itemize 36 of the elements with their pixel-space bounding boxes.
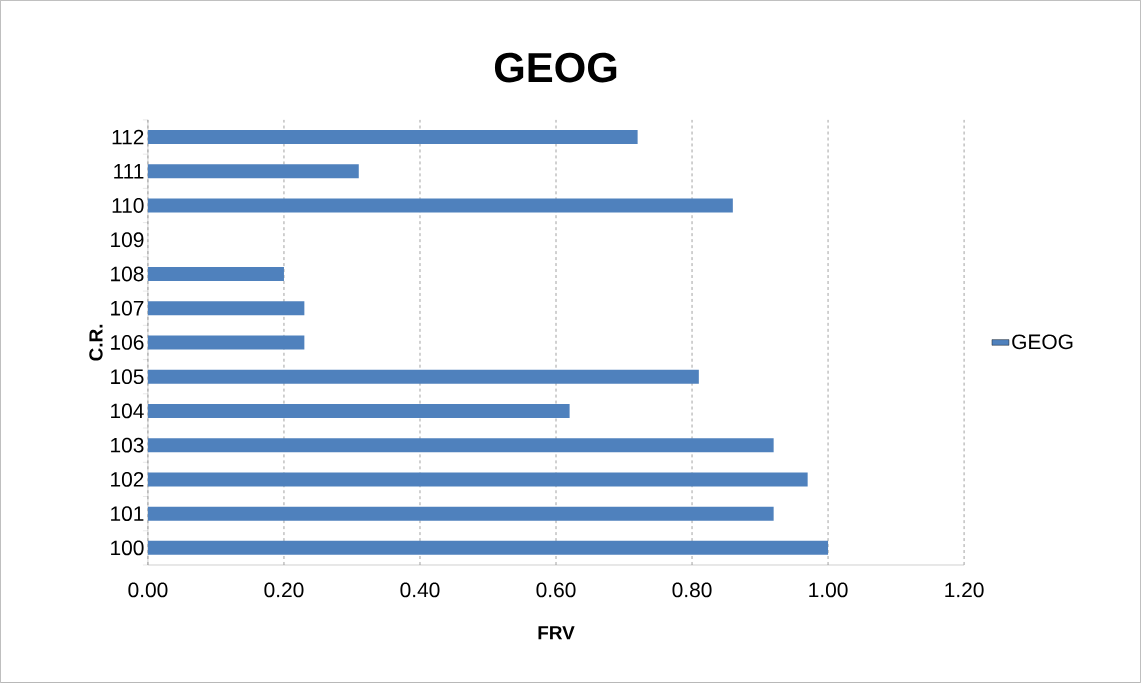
y-tick-label: 103 — [111, 437, 144, 453]
x-tick-label: 0.00 — [128, 582, 168, 598]
y-tick-label: 110 — [112, 198, 144, 213]
chart-title: GEOG — [494, 52, 617, 83]
bar — [147, 301, 305, 316]
y-tick-label: 102 — [111, 472, 144, 487]
bar — [147, 540, 829, 555]
x-tick-label: 1.00 — [809, 582, 848, 598]
legend-label: GEOG — [1012, 334, 1073, 350]
bar — [147, 335, 305, 350]
y-tick-label: 104 — [111, 403, 144, 419]
y-tick-label: 112 — [112, 129, 144, 145]
bar — [147, 438, 774, 453]
x-tick-label: 0.20 — [264, 582, 304, 598]
y-tick-label: 105 — [111, 369, 144, 385]
y-tick-label: 108 — [111, 266, 144, 282]
y-tick-label: 100 — [111, 540, 144, 556]
bar — [147, 403, 570, 418]
y-tick-label: 106 — [111, 335, 144, 350]
y-axis-title: C.R. — [89, 324, 103, 361]
bar — [147, 164, 359, 179]
y-tick-label: 111 — [114, 164, 144, 179]
y-tick-label: 101 — [111, 506, 144, 522]
x-axis-title: FRV — [538, 626, 575, 640]
x-tick-label: 0.80 — [672, 582, 712, 598]
bar — [147, 130, 638, 145]
x-tick-label: 1.20 — [945, 582, 984, 598]
bar — [147, 506, 774, 521]
y-tick-label: 109 — [111, 232, 144, 248]
bar — [147, 198, 733, 213]
x-tick-label: 0.60 — [536, 582, 576, 598]
bar — [147, 369, 699, 384]
y-tick-label: 107 — [111, 300, 144, 316]
bar — [147, 472, 808, 487]
x-tick-label: 0.40 — [400, 582, 440, 598]
bar — [147, 267, 284, 282]
